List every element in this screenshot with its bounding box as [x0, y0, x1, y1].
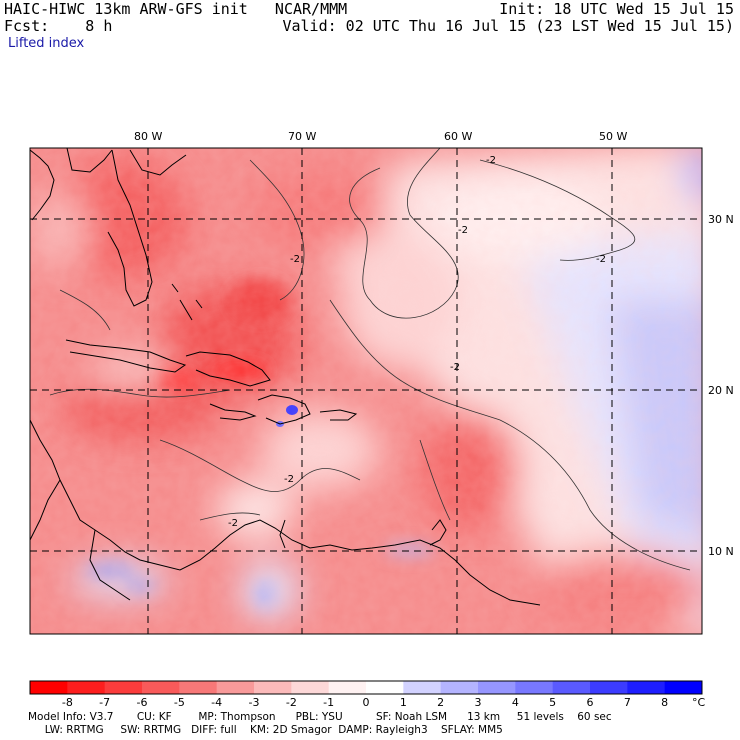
- colorbar-tick-label: 0: [363, 696, 370, 709]
- lat-label-20n: 20 N: [708, 384, 734, 397]
- init-time: Init: 18 UTC Wed 15 Jul 15: [499, 0, 734, 18]
- contour-lines: [49, 148, 691, 571]
- colorbar-swatch: [366, 681, 404, 694]
- lat-label-10n: 10 N: [708, 545, 734, 558]
- model-title: HAIC-HIWC 13km ARW-GFS init NCAR/MMM: [4, 0, 348, 18]
- colorbar-tick-label: -2: [286, 696, 297, 709]
- plot-frame: [29, 147, 703, 635]
- colorbar-swatch: [291, 681, 330, 694]
- colorbar-tick-label: -3: [249, 696, 260, 709]
- lon-label-70w: 70 W: [288, 130, 316, 143]
- colorbar-ticks: -8 -7 -6 -5 -4 -3 -2 -1 0 1 2 3 4 5 6 7 8: [62, 696, 668, 709]
- colorbar-swatch: [254, 681, 292, 694]
- colorbar-swatch: [590, 681, 628, 694]
- contour-label: -2: [486, 155, 496, 166]
- colorbar-tick-label: 6: [587, 696, 594, 709]
- model-info-line2: LW: RRTMG SW: RRTMG DIFF: full KM: 2D Sm…: [28, 724, 503, 736]
- contour-label: -2: [450, 362, 460, 373]
- colorbar-tick-label: -4: [211, 696, 222, 709]
- colorbar-tick-label: -8: [62, 696, 73, 709]
- lon-label-60w: 60 W: [444, 130, 472, 143]
- colorbar-border: [29, 680, 703, 695]
- forecast-hour: Fcst: 8 h: [4, 17, 113, 35]
- colorbar-swatch: [104, 681, 143, 694]
- colorbar-swatch: [664, 681, 703, 694]
- contour-label: -2: [290, 254, 300, 265]
- valid-time: Valid: 02 UTC Thu 16 Jul 15 (23 LST Wed …: [282, 17, 734, 35]
- model-info-line1: Model Info: V3.7 CU: KF MP: Thompson PBL…: [28, 711, 612, 723]
- colorbar: [29, 680, 703, 695]
- colorbar-swatch: [627, 681, 666, 694]
- field-name: Lifted index: [8, 36, 85, 51]
- colorbar-swatch: [478, 681, 516, 694]
- colorbar-tick-label: 1: [400, 696, 407, 709]
- contour-label: -2: [228, 518, 238, 529]
- colorbar-tick-label: 7: [624, 696, 631, 709]
- contour-label: -2: [458, 225, 468, 236]
- colorbar-swatch: [142, 681, 180, 694]
- contour-label: -2: [596, 254, 606, 265]
- colorbar-tick-label: -1: [323, 696, 334, 709]
- colorbar-tick-label: -5: [174, 696, 185, 709]
- lat-lon-grid: [30, 148, 702, 634]
- colorbar-tick-label: 3: [475, 696, 482, 709]
- lon-label-80w: 80 W: [134, 130, 162, 143]
- lon-label-50w: 50 W: [599, 130, 627, 143]
- colorbar-tick-label: 4: [512, 696, 519, 709]
- colorbar-unit: °C: [692, 696, 706, 709]
- colorbar-tick-label: -7: [99, 696, 110, 709]
- colorbar-tick-label: 2: [437, 696, 444, 709]
- shaded-field: -2 -2 -2 -2 -2 -2 -2: [30, 148, 702, 634]
- colorbar-tick-label: -6: [137, 696, 148, 709]
- colorbar-swatch: [30, 681, 68, 694]
- colorbar-swatch: [403, 681, 442, 694]
- colorbar-swatch: [67, 681, 106, 694]
- colorbar-swatch: [328, 681, 367, 694]
- colorbar-swatch: [179, 681, 218, 694]
- contour-label: -2: [284, 474, 294, 485]
- lat-label-30n: 30 N: [708, 213, 734, 226]
- colorbar-swatch: [552, 681, 591, 694]
- coastlines: [30, 148, 541, 606]
- colorbar-swatch: [216, 681, 255, 694]
- colorbar-tick-label: 5: [549, 696, 556, 709]
- colorbar-swatch: [440, 681, 479, 694]
- colorbar-tick-label: 8: [661, 696, 668, 709]
- colorbar-swatch: [515, 681, 554, 694]
